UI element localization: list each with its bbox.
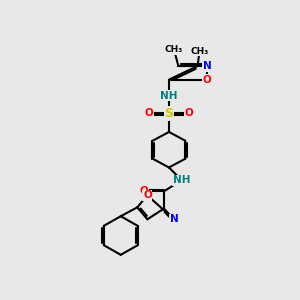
Text: O: O xyxy=(185,108,194,118)
Text: N: N xyxy=(203,61,212,71)
Text: NH: NH xyxy=(173,175,190,185)
Text: S: S xyxy=(164,107,173,120)
Text: CH₃: CH₃ xyxy=(165,46,183,55)
Text: O: O xyxy=(144,108,153,118)
Text: N: N xyxy=(170,214,178,224)
Text: O: O xyxy=(203,75,212,85)
Text: NH: NH xyxy=(160,91,178,101)
Text: O: O xyxy=(143,190,152,200)
Text: CH₃: CH₃ xyxy=(190,47,208,56)
Text: O: O xyxy=(140,186,149,197)
